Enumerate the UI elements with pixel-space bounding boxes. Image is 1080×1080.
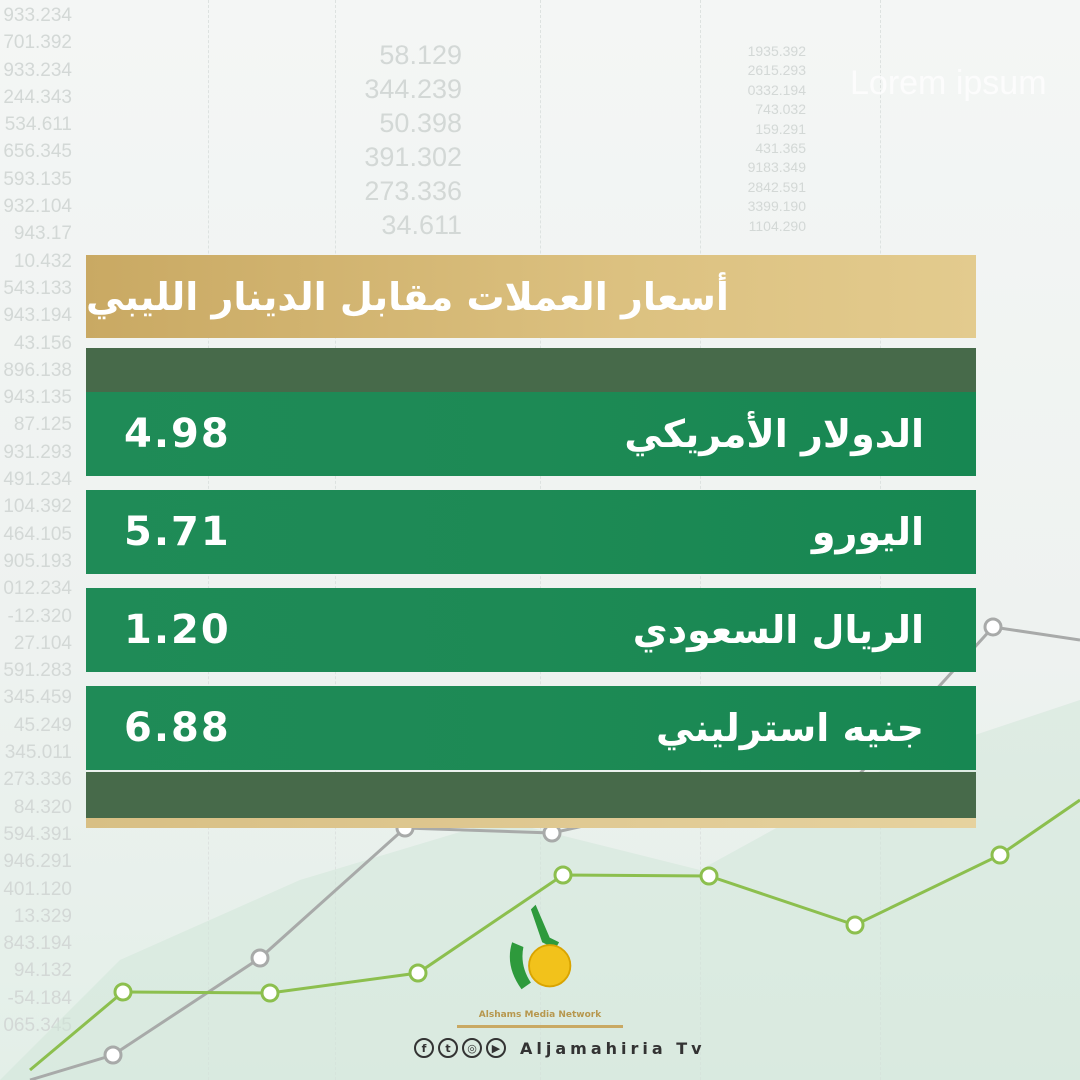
- background-number: 943.135: [3, 387, 72, 409]
- background-number: 943.17: [13, 223, 72, 245]
- channel-name: Aljamahiria Tv: [520, 1038, 706, 1058]
- background-number: 13.329: [13, 905, 72, 927]
- background-number: 45.249: [13, 714, 72, 736]
- background-number: 345.459: [3, 687, 72, 709]
- rate-row: 1.20 الريال السعودي: [86, 588, 976, 672]
- background-number: 50.398: [379, 108, 462, 138]
- background-number: 58.129: [379, 40, 462, 70]
- rate-value: 6.88: [124, 705, 231, 751]
- youtube-icon[interactable]: ▶: [486, 1038, 506, 1058]
- background-number: 931.293: [3, 441, 72, 463]
- rate-value: 1.20: [124, 607, 231, 653]
- background-number: 943.194: [3, 305, 72, 327]
- background-number: 464.105: [3, 523, 72, 545]
- facebook-icon[interactable]: f: [414, 1038, 434, 1058]
- rates-panel: أسعار العملات مقابل الدينار الليبي 4.98 ا…: [86, 255, 976, 828]
- background-number: 43.156: [13, 332, 72, 354]
- background-number: 3399.190: [747, 198, 806, 215]
- background-number: 1935.392: [747, 43, 806, 59]
- background-number: 273.336: [3, 769, 72, 791]
- background-number: 534.611: [4, 114, 72, 136]
- background-number: 431.365: [755, 139, 806, 156]
- background-number: 543.133: [3, 277, 72, 299]
- background-number: 2842.591: [747, 178, 806, 195]
- background-number: 87.125: [13, 414, 72, 436]
- background-number: 594.391: [3, 823, 72, 845]
- page-title: أسعار العملات مقابل الدينار الليبي: [86, 255, 976, 338]
- rate-row: 5.71 اليورو: [86, 490, 976, 574]
- background-number: -12.320: [7, 605, 72, 627]
- background-number: 896.138: [3, 359, 72, 381]
- instagram-icon[interactable]: ◎: [462, 1038, 482, 1058]
- background-number: 933.234: [3, 5, 72, 26]
- background-number: 491.234: [3, 469, 72, 491]
- rate-row: 4.98 الدولار الأمريكي: [86, 392, 976, 476]
- background-number: 932.104: [3, 196, 72, 218]
- currency-name: اليورو: [811, 510, 924, 554]
- background-number: 905.193: [3, 550, 72, 572]
- background-number: 27.104: [13, 632, 72, 654]
- background-number: 34.611: [381, 210, 462, 240]
- background-number: -54.184: [7, 987, 72, 1009]
- background-number: 656.345: [3, 141, 72, 163]
- background-number: 933.234: [3, 59, 72, 81]
- background-number: 345.011: [4, 742, 72, 764]
- background-number: 159.291: [755, 120, 806, 137]
- rate-value: 4.98: [124, 411, 231, 457]
- background-number: 94.132: [13, 960, 72, 982]
- background-number: 743.032: [755, 101, 806, 118]
- background-number: 104.392: [3, 496, 72, 518]
- background-number: 9183.349: [747, 159, 806, 176]
- background-numbers-left: 933.234 701.392 933.234 244.343 534.611 656.3…: [0, 6, 72, 1043]
- background-number: 391.302: [364, 142, 462, 172]
- background-number: 344.239: [364, 74, 462, 104]
- green-points: [113, 845, 1010, 1003]
- alshams-logo: [509, 904, 572, 990]
- twitter-icon[interactable]: t: [438, 1038, 458, 1058]
- panel-top-band: [86, 348, 976, 392]
- background-number: 012.234: [3, 578, 72, 600]
- background-number: 843.194: [3, 933, 72, 955]
- network-name: Alshams Media Network: [478, 1010, 602, 1020]
- background-number: 1104.290: [748, 217, 806, 234]
- currency-name: الريال السعودي: [632, 608, 924, 652]
- panel-bottom-band: [86, 772, 976, 818]
- currency-name: جنيه استرليني: [656, 706, 924, 750]
- background-number: 946.291: [3, 851, 72, 873]
- background-number: 10.432: [13, 250, 72, 272]
- logo-divider: [457, 1025, 623, 1028]
- rate-row: 6.88 جنيه استرليني: [86, 686, 976, 770]
- background-number: 2615.293: [747, 62, 806, 79]
- background-numbers-right: 1935.392 2615.293 0332.194 743.032 159.291 43…: [690, 44, 806, 238]
- watermark-text: Lorem ipsum: [850, 64, 1047, 102]
- currency-name: الدولار الأمريكي: [624, 412, 924, 456]
- rate-value: 5.71: [124, 509, 231, 555]
- gold-divider: [86, 818, 976, 828]
- background-number: 0332.194: [747, 81, 806, 98]
- background-number: 593.135: [3, 168, 72, 190]
- background-numbers-middle: 58.129 344.239 50.398 391.302 273.336 34.611: [330, 42, 462, 246]
- social-bar: f t ◎ ▶ Aljamahiria Tv: [414, 1038, 706, 1058]
- background-number: 244.343: [3, 86, 72, 108]
- background-number: 401.120: [3, 878, 72, 900]
- background-number: 701.392: [3, 32, 72, 54]
- background-number: 273.336: [364, 176, 462, 206]
- background-number: 591.283: [3, 660, 72, 682]
- background-number: 84.320: [13, 796, 72, 818]
